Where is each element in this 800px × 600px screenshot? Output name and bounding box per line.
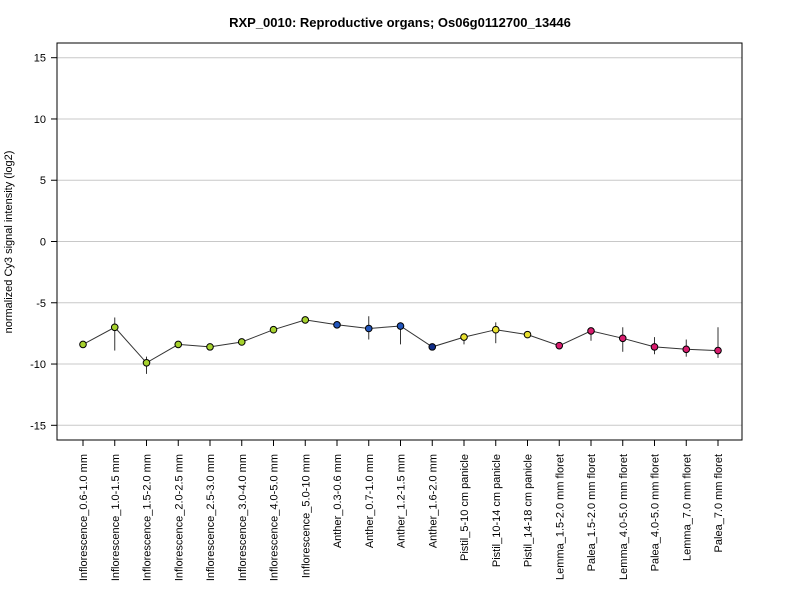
y-tick-label: 15 [34,53,46,65]
x-tick-label: Pistil_5-10 cm panicle [459,454,471,561]
data-point [491,325,500,334]
error-bars [114,316,719,374]
y-tick-label: 5 [40,175,46,187]
data-point [555,341,564,350]
data-point [174,340,183,349]
y-axis-label: normalized Cy3 signal intensity (log2) [3,151,15,334]
x-tick-label: Anther_1.2-1.5 mm [396,454,408,548]
x-tick-label: Palea_4.0-5.0 mm floret [650,454,662,571]
data-point [428,343,437,351]
x-tick-label: Lemma_1.5-2.0 mm floret [554,454,566,580]
data-point [333,321,341,329]
data-point [142,359,151,367]
x-tick-label: Palea_1.5-2.0 mm floret [586,454,598,571]
data-point [714,346,722,355]
plot-frame [56,42,743,441]
grid-lines [57,57,742,426]
data-point [618,334,627,343]
x-tick-label: Lemma_4.0-5.0 mm floret [618,454,630,580]
x-tick-label: Pistil_10-14 cm panicle [491,454,503,567]
x-tick-label: Anther_1.6-2.0 mm [427,454,439,548]
y-tick-label: -5 [36,298,46,310]
data-point [396,322,405,330]
x-tick-label: Pistil_14-18 cm panicle [523,454,535,567]
x-tick-label: Inflorescence_5.0-10 mm [300,454,312,578]
data-point [269,325,278,334]
data-point [237,338,246,346]
data-point [587,327,595,335]
data-point [110,323,119,332]
data-point [301,316,310,324]
x-tick-label: Inflorescence_2.0-2.5 mm [173,454,185,581]
x-tick-label: Inflorescence_0.6-1.0 mm [78,454,90,581]
data-points [79,316,722,367]
data-point [206,343,214,351]
y-tick-label: -10 [30,359,46,371]
x-tick-label: Inflorescence_1.0-1.5 mm [110,454,122,581]
y-tick-label: -15 [30,420,46,432]
chart-title: RXP_0010: Reproductive organs; Os06g0112… [229,15,571,30]
data-point [650,343,659,351]
x-tick-label: Anther_0.3-0.6 mm [332,454,344,548]
x-tick-label: Inflorescence_4.0-5.0 mm [269,454,281,581]
y-tick-label: 0 [40,237,46,249]
data-point [364,324,373,333]
x-tick-label: Anther_0.7-1.0 mm [364,454,376,548]
x-tick-label: Lemma_7.0 mm floret [681,454,693,561]
axes: 15 10 5 0 -5 -10 -15 Inflorescence_0.6-1.0 mm In… [30,53,725,581]
x-tick-label: Palea_7.0 mm floret [713,454,725,552]
y-tick-label: 10 [34,114,46,126]
x-tick-label: Inflorescence_3.0-4.0 mm [237,454,249,581]
data-point [79,340,87,349]
data-point [460,333,468,341]
data-point [523,330,532,339]
x-tick-label: Inflorescence_2.5-3.0 mm [205,454,217,581]
data-point [682,345,691,354]
x-tick-label: Inflorescence_1.5-2.0 mm [142,454,154,581]
